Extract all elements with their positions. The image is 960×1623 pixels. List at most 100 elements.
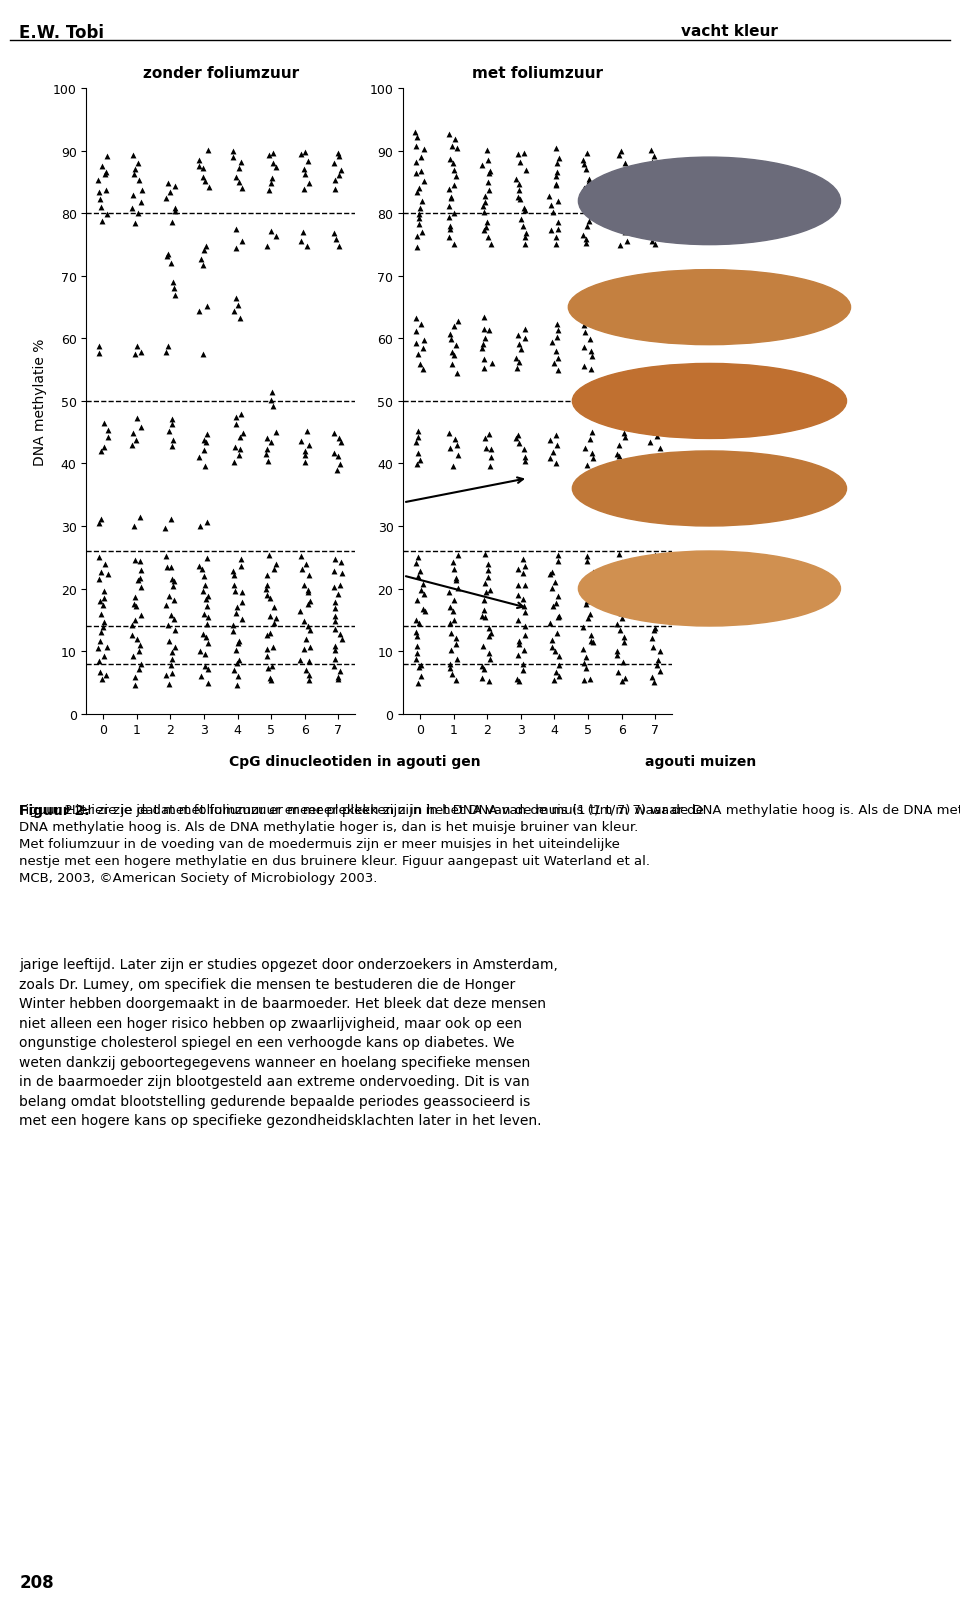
Point (647, 542, 662, 568)
Point (615, 557, 631, 583)
Point (197, 601, 212, 626)
Point (583, 200, 598, 226)
Point (192, 445, 207, 471)
Point (612, 143, 627, 169)
Point (164, 412, 180, 438)
Point (583, 623, 598, 649)
Point (483, 648, 498, 674)
Point (261, 179, 276, 204)
Ellipse shape (568, 271, 851, 346)
Point (617, 578, 633, 604)
Point (482, 623, 497, 649)
Point (228, 651, 244, 677)
Point (443, 594, 458, 620)
Point (443, 437, 458, 463)
Point (196, 253, 211, 279)
Point (482, 177, 497, 203)
Point (296, 219, 311, 245)
Point (446, 172, 462, 198)
Point (548, 174, 564, 200)
Point (584, 420, 599, 446)
Point (542, 610, 558, 636)
Point (124, 432, 139, 458)
Point (442, 420, 457, 446)
Point (444, 135, 460, 161)
Point (327, 589, 343, 615)
Point (517, 613, 533, 639)
Point (263, 219, 278, 245)
Point (476, 355, 492, 381)
Point (298, 162, 313, 188)
Point (517, 622, 533, 648)
Point (650, 187, 665, 213)
Point (450, 576, 466, 602)
Text: E.W. Tobi: E.W. Tobi (19, 24, 105, 42)
Point (295, 557, 310, 583)
Point (548, 164, 564, 190)
Point (228, 601, 244, 626)
Point (199, 625, 214, 651)
Point (294, 229, 309, 255)
Point (642, 430, 658, 456)
Point (132, 633, 147, 659)
Point (93, 195, 108, 221)
Point (511, 172, 526, 198)
Point (511, 422, 526, 448)
Point (583, 373, 598, 399)
Point (263, 586, 278, 612)
Point (95, 615, 110, 641)
Point (133, 190, 149, 216)
Point (232, 424, 248, 450)
Point (98, 179, 113, 204)
Point (610, 612, 625, 638)
Point (196, 563, 211, 589)
Point (480, 565, 495, 591)
Text: gevlekt: gevlekt (867, 302, 919, 315)
Point (326, 440, 342, 466)
Point (97, 610, 112, 636)
Point (647, 420, 662, 446)
Point (617, 665, 633, 691)
Point (130, 626, 145, 652)
Point (578, 656, 593, 682)
Point (335, 626, 350, 652)
Point (297, 140, 312, 166)
Point (649, 201, 664, 227)
Point (646, 144, 661, 170)
Point (294, 143, 309, 169)
Point (226, 450, 241, 476)
Point (516, 547, 531, 573)
Point (517, 224, 533, 250)
Point (543, 217, 559, 243)
Point (132, 657, 147, 683)
Point (450, 542, 466, 568)
Point (576, 153, 591, 179)
Point (443, 217, 458, 243)
Point (576, 313, 591, 339)
Point (132, 566, 148, 592)
Point (580, 549, 595, 575)
Point (548, 136, 564, 162)
Point (167, 635, 182, 661)
Point (226, 618, 241, 644)
Point (509, 346, 524, 372)
Point (651, 581, 666, 607)
Point (612, 618, 628, 644)
Point (264, 167, 279, 193)
Point (643, 594, 659, 620)
Point (200, 605, 215, 631)
Point (300, 419, 315, 445)
Point (542, 562, 558, 588)
Point (330, 443, 346, 469)
Text: 208: 208 (19, 1573, 54, 1591)
Point (259, 563, 275, 589)
Point (409, 133, 424, 159)
Point (97, 411, 112, 437)
Point (259, 234, 275, 260)
Point (576, 667, 591, 693)
Point (226, 299, 241, 325)
Point (578, 592, 593, 618)
Point (133, 341, 149, 367)
Point (483, 578, 498, 604)
Point (610, 591, 625, 617)
